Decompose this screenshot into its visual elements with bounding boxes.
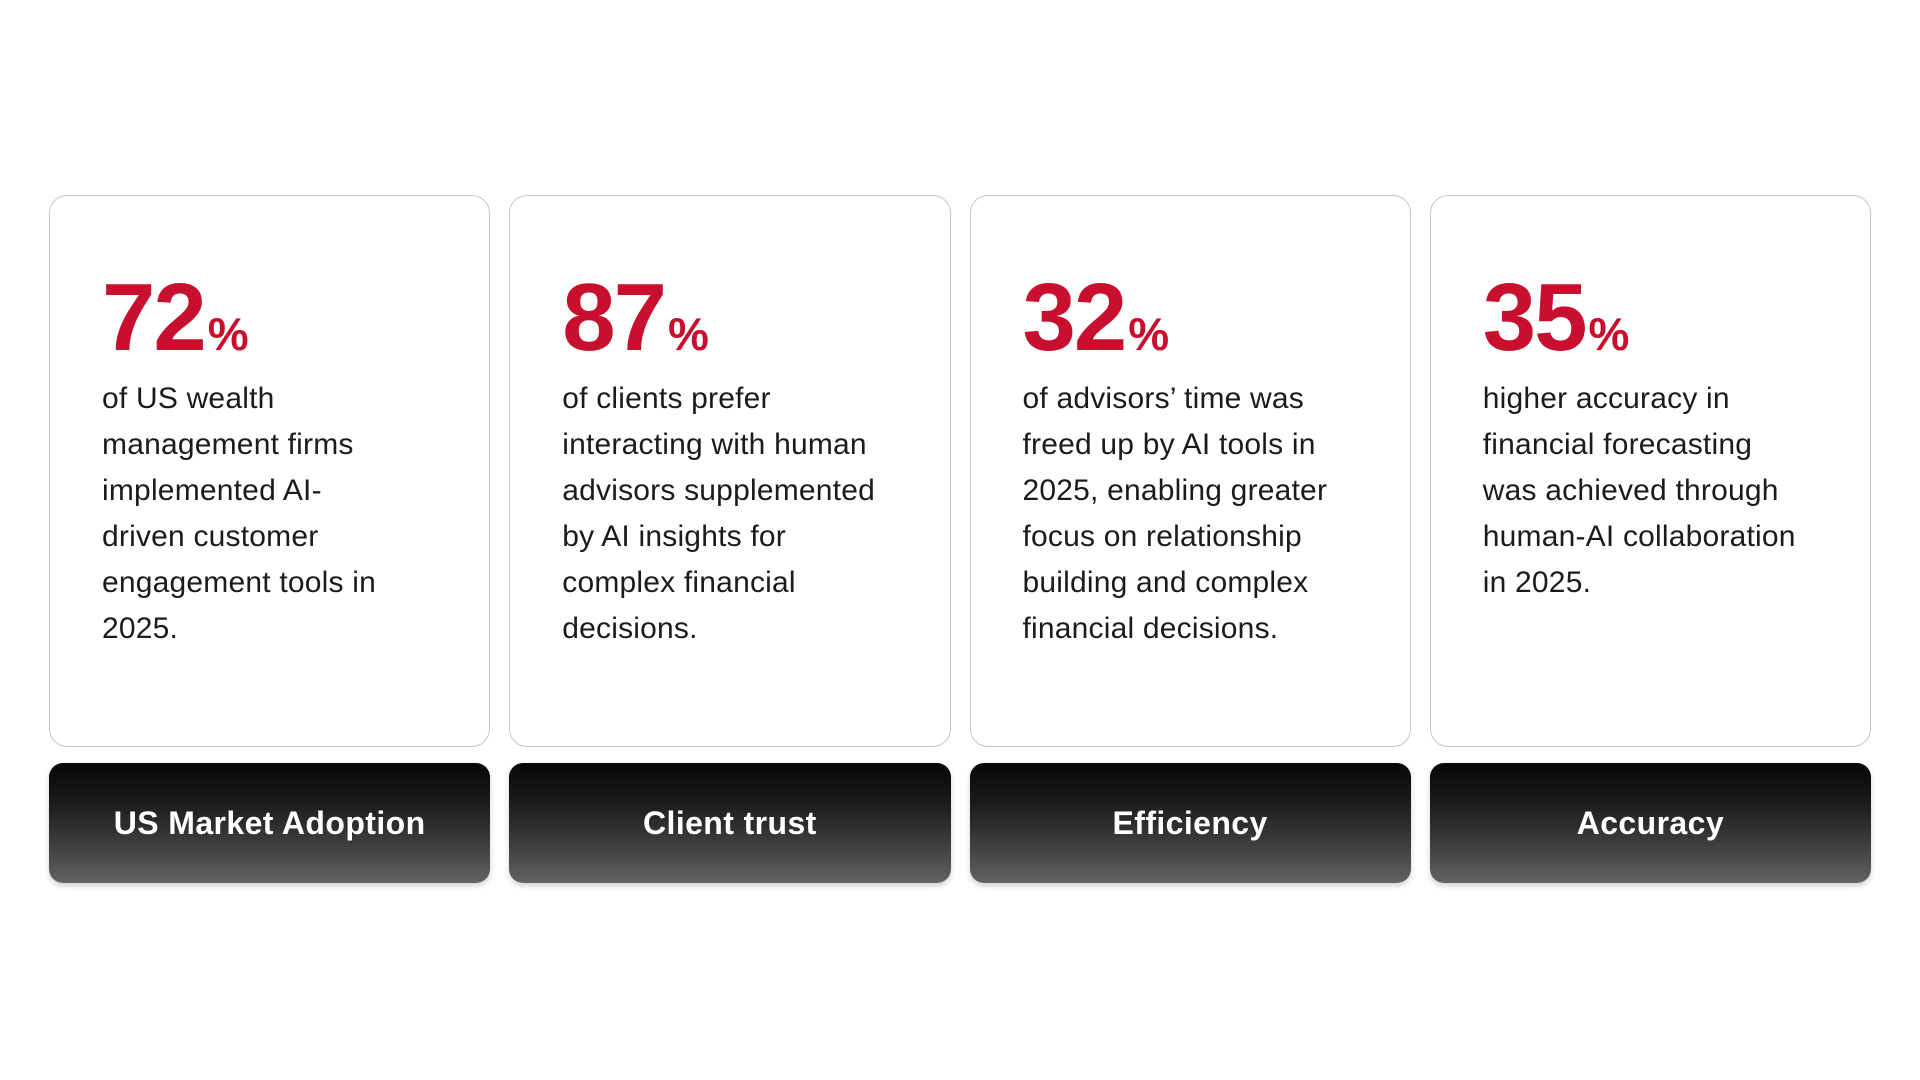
- stat-card-client-trust: 87% of clients prefer interacting with h…: [509, 195, 951, 747]
- stat-value: 72: [102, 264, 207, 371]
- stats-grid: 72% of US wealth management firms implem…: [49, 195, 1871, 883]
- stat-card-us-market-adoption: 72% of US wealth management firms implem…: [49, 195, 491, 747]
- stat-description: of clients prefer interacting with human…: [562, 382, 875, 645]
- percent-sign: %: [1128, 308, 1170, 360]
- category-button-us-market-adoption[interactable]: US Market Adoption: [49, 763, 491, 883]
- stat-card-accuracy: 35% higher accuracy in financial forecas…: [1429, 195, 1871, 747]
- percent-sign: %: [668, 308, 709, 360]
- category-button-accuracy[interactable]: Accuracy: [1429, 763, 1871, 883]
- stat-card-efficiency: 32% of advisors’ time was freed up by AI…: [969, 195, 1411, 747]
- stat-value-row: 35%: [1483, 270, 1824, 366]
- stat-value-row: 87%: [562, 270, 903, 366]
- category-button-client-trust[interactable]: Client trust: [509, 763, 951, 883]
- stat-value-row: 72%: [102, 270, 443, 366]
- stat-description: of advisors’ time was freed up by AI too…: [1022, 382, 1328, 645]
- percent-sign: %: [1588, 308, 1630, 360]
- stat-description: higher accuracy in financial forecasting…: [1482, 382, 1796, 599]
- stat-value-row: 32%: [1023, 270, 1364, 366]
- category-button-efficiency[interactable]: Efficiency: [969, 763, 1411, 883]
- percent-sign: %: [207, 308, 249, 360]
- stat-value: 32: [1022, 264, 1128, 371]
- stat-value: 35: [1482, 264, 1588, 371]
- stat-value: 87: [562, 264, 667, 371]
- stat-description: of US wealth management firms implemente…: [102, 382, 376, 645]
